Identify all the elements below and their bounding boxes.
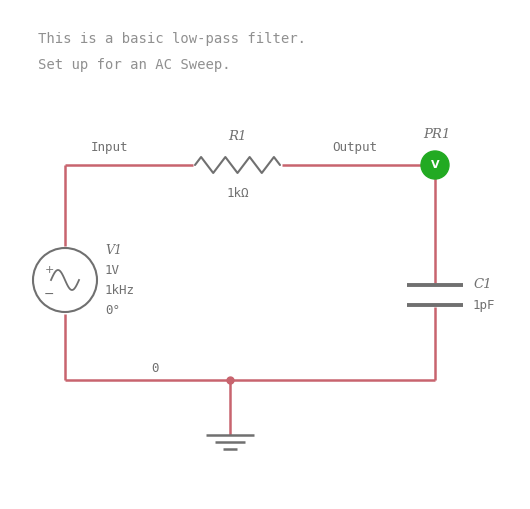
Text: +: + (45, 265, 54, 275)
Text: C1: C1 (473, 278, 491, 292)
Text: V: V (431, 160, 439, 170)
Text: 1kHz: 1kHz (105, 284, 135, 297)
Text: 1V: 1V (105, 264, 120, 277)
Text: Set up for an AC Sweep.: Set up for an AC Sweep. (38, 58, 231, 72)
Text: −: − (44, 288, 54, 300)
Text: 0°: 0° (105, 304, 120, 317)
Text: R1: R1 (228, 130, 246, 144)
Text: Output: Output (332, 140, 377, 154)
Text: 1pF: 1pF (473, 298, 496, 312)
Text: 0: 0 (151, 361, 159, 375)
Text: V1: V1 (105, 244, 122, 257)
Text: Input: Input (91, 140, 129, 154)
Text: 1kΩ: 1kΩ (226, 187, 249, 200)
Text: This is a basic low-pass filter.: This is a basic low-pass filter. (38, 32, 306, 46)
Text: PR1: PR1 (423, 128, 450, 142)
Circle shape (421, 151, 449, 179)
